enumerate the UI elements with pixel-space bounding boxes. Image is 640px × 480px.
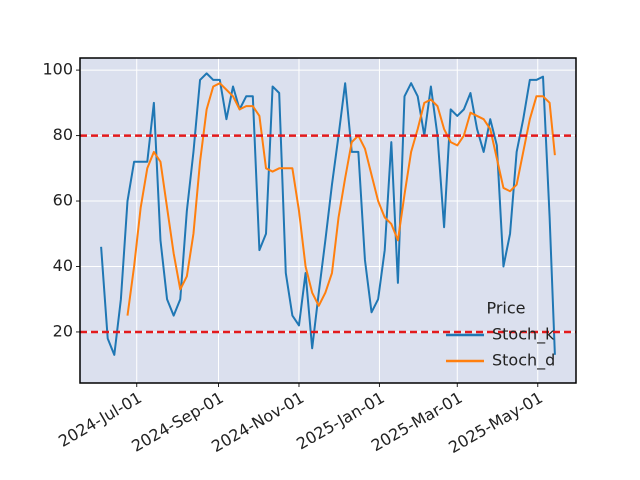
- y-tick-label: 100: [42, 60, 73, 79]
- legend-label: Stoch_d: [492, 351, 555, 371]
- marks: [80, 72, 576, 356]
- legend-title: Price: [486, 299, 525, 318]
- legend-label: Stoch_k: [492, 325, 555, 345]
- legend: Price Stoch_k Stoch_d: [446, 299, 555, 371]
- grid: [80, 58, 576, 383]
- y-tick-label: 60: [53, 191, 73, 210]
- y-tick-label: 80: [53, 125, 73, 144]
- series-line: [100, 72, 556, 356]
- y-tick-label: 20: [53, 321, 73, 340]
- plot-frame: [79, 57, 577, 384]
- y-tick-label: 40: [53, 256, 73, 275]
- series-line: [126, 82, 556, 316]
